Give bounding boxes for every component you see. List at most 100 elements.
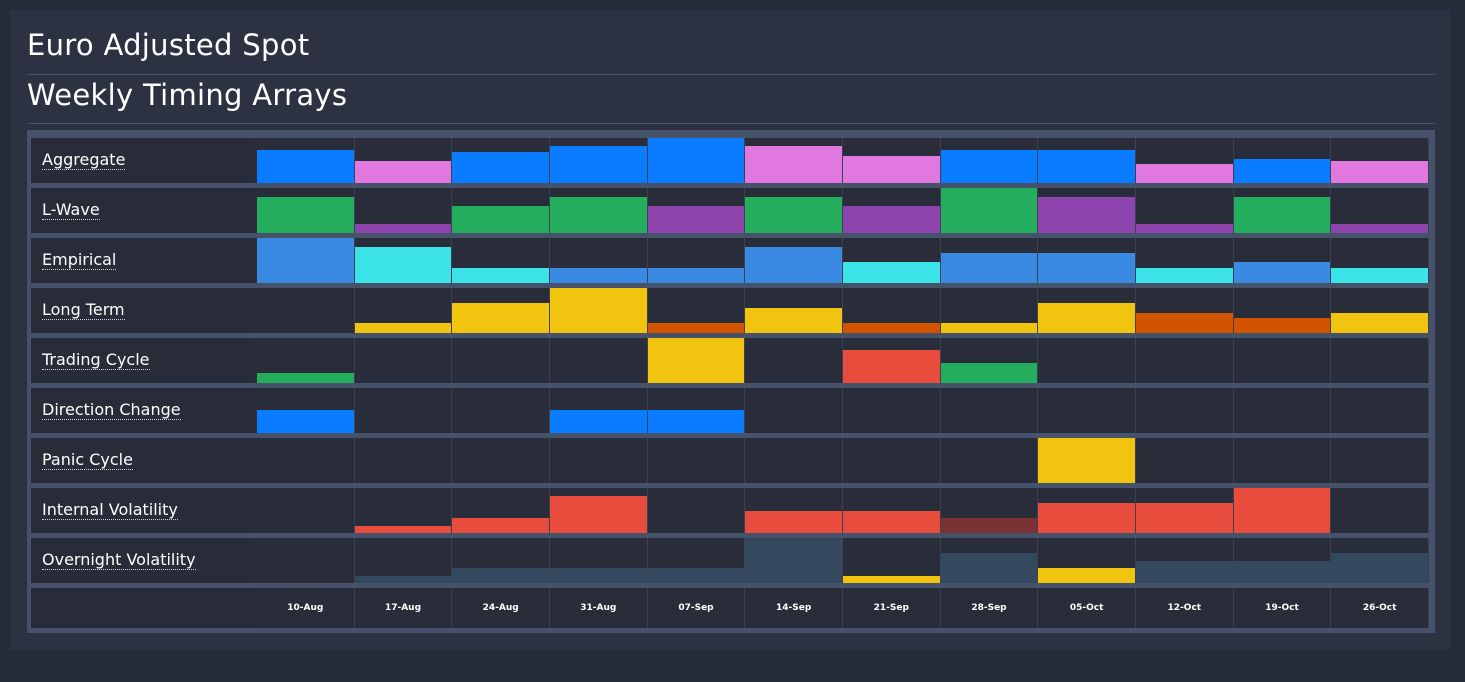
series-label-l-wave[interactable]: L-Wave <box>42 200 100 220</box>
cell-l-wave-10-aug <box>257 188 355 233</box>
bar-empirical-07-sep <box>647 268 745 283</box>
cell-long-term-28-sep <box>940 288 1039 333</box>
cell-panic-cycle-07-sep <box>647 438 746 483</box>
cell-overnight-volatility-14-sep <box>745 538 843 583</box>
row-label-cell: Internal Volatility <box>31 488 255 533</box>
cell-internal-volatility-14-sep <box>745 488 843 533</box>
bar-aggregate-07-sep <box>647 138 745 183</box>
series-label-direction-change[interactable]: Direction Change <box>42 400 181 420</box>
x-tick-label: 26-Oct <box>1362 603 1397 613</box>
series-label-long-term[interactable]: Long Term <box>42 300 125 320</box>
series-label-panic-cycle[interactable]: Panic Cycle <box>42 450 133 470</box>
x-axis-cell: 31-Aug <box>550 588 648 628</box>
bar-long-term-21-sep <box>843 323 940 333</box>
bar-long-term-12-oct <box>1136 313 1233 333</box>
bar-long-term-31-aug <box>550 288 647 333</box>
cell-overnight-volatility-19-oct <box>1233 538 1332 583</box>
cell-direction-change-14-sep <box>745 388 843 433</box>
cell-overnight-volatility-28-sep <box>940 538 1039 583</box>
row-cells <box>257 338 1429 383</box>
cell-long-term-05-oct <box>1038 288 1136 333</box>
cell-direction-change-31-aug <box>550 388 648 433</box>
cell-trading-cycle-21-sep <box>843 338 941 383</box>
cell-long-term-12-oct <box>1136 288 1234 333</box>
chart-title: Weekly Timing Arrays <box>27 78 348 112</box>
row-cells <box>257 188 1429 233</box>
bar-long-term-07-sep <box>647 323 745 333</box>
cell-direction-change-21-sep <box>843 388 941 433</box>
bar-overnight-volatility-26-oct <box>1331 553 1428 583</box>
bar-overnight-volatility-24-aug <box>452 568 549 583</box>
bar-overnight-volatility-19-oct <box>1233 561 1331 583</box>
cell-long-term-26-oct <box>1331 288 1429 333</box>
cell-trading-cycle-26-oct <box>1331 338 1429 383</box>
x-tick-label: 19-Oct <box>1265 603 1299 613</box>
cell-direction-change-28-sep <box>940 388 1039 433</box>
x-axis-cell: 24-Aug <box>452 588 550 628</box>
cell-direction-change-26-oct <box>1331 388 1429 433</box>
cell-panic-cycle-26-oct <box>1331 438 1429 483</box>
series-label-aggregate[interactable]: Aggregate <box>42 150 126 170</box>
x-tick-label: 21-Sep <box>873 603 909 613</box>
series-label-overnight-volatility[interactable]: Overnight Volatility <box>42 550 196 570</box>
bar-empirical-05-oct <box>1038 253 1135 283</box>
x-axis-cell: 14-Sep <box>745 588 843 628</box>
bar-aggregate-14-sep <box>745 146 842 183</box>
bar-l-wave-26-oct <box>1331 224 1428 233</box>
bar-empirical-28-sep <box>940 253 1038 283</box>
row-label-cell: Overnight Volatility <box>31 538 255 583</box>
series-label-internal-volatility[interactable]: Internal Volatility <box>42 500 178 520</box>
x-axis-cell: 05-Oct <box>1038 588 1136 628</box>
cell-direction-change-10-aug <box>257 388 355 433</box>
cell-l-wave-14-sep <box>745 188 843 233</box>
bar-l-wave-10-aug <box>257 197 354 233</box>
cell-l-wave-17-aug <box>354 188 453 233</box>
timing-array-grid: Aggregate L-Wave Empirical Long Term Trading… <box>27 130 1435 633</box>
cell-empirical-19-oct <box>1233 238 1332 283</box>
x-tick-label: 17-Aug <box>384 603 422 613</box>
cell-empirical-07-sep <box>647 238 746 283</box>
bar-overnight-volatility-21-sep <box>843 576 940 583</box>
bar-internal-volatility-24-aug <box>452 518 549 533</box>
row-cells <box>257 488 1429 533</box>
bar-empirical-17-aug <box>354 247 452 283</box>
row-label-cell: L-Wave <box>31 188 255 233</box>
cell-trading-cycle-10-aug <box>257 338 355 383</box>
cell-panic-cycle-19-oct <box>1233 438 1332 483</box>
bar-aggregate-24-aug <box>452 152 549 183</box>
cell-empirical-05-oct <box>1038 238 1136 283</box>
cell-trading-cycle-19-oct <box>1233 338 1332 383</box>
cell-l-wave-21-sep <box>843 188 941 233</box>
cell-l-wave-19-oct <box>1233 188 1332 233</box>
bar-long-term-17-aug <box>354 323 452 333</box>
cell-overnight-volatility-12-oct <box>1136 538 1234 583</box>
x-tick-label: 14-Sep <box>776 603 812 613</box>
series-label-trading-cycle[interactable]: Trading Cycle <box>42 350 150 370</box>
bar-long-term-28-sep <box>940 323 1038 333</box>
series-label-empirical[interactable]: Empirical <box>42 250 117 270</box>
row-aggregate: Aggregate <box>31 138 1429 183</box>
row-label-cell: Long Term <box>31 288 255 333</box>
cell-long-term-24-aug <box>452 288 550 333</box>
x-axis-cell: 07-Sep <box>647 588 746 628</box>
cell-overnight-volatility-21-sep <box>843 538 941 583</box>
x-axis-cell: 19-Oct <box>1233 588 1332 628</box>
bar-internal-volatility-05-oct <box>1038 503 1135 533</box>
cell-overnight-volatility-26-oct <box>1331 538 1429 583</box>
bar-trading-cycle-28-sep <box>940 363 1038 383</box>
bar-overnight-volatility-05-oct <box>1038 568 1135 583</box>
bar-l-wave-31-aug <box>550 197 647 233</box>
row-label-cell: Trading Cycle <box>31 338 255 383</box>
bar-empirical-24-aug <box>452 268 549 283</box>
cell-aggregate-17-aug <box>354 138 453 183</box>
row-cells <box>257 388 1429 433</box>
cell-empirical-26-oct <box>1331 238 1429 283</box>
cell-aggregate-07-sep <box>647 138 746 183</box>
bar-long-term-26-oct <box>1331 313 1428 333</box>
cell-panic-cycle-12-oct <box>1136 438 1234 483</box>
bar-empirical-10-aug <box>257 238 354 283</box>
bar-empirical-19-oct <box>1233 262 1331 283</box>
cell-direction-change-07-sep <box>647 388 746 433</box>
bar-trading-cycle-10-aug <box>257 373 354 383</box>
cell-trading-cycle-12-oct <box>1136 338 1234 383</box>
